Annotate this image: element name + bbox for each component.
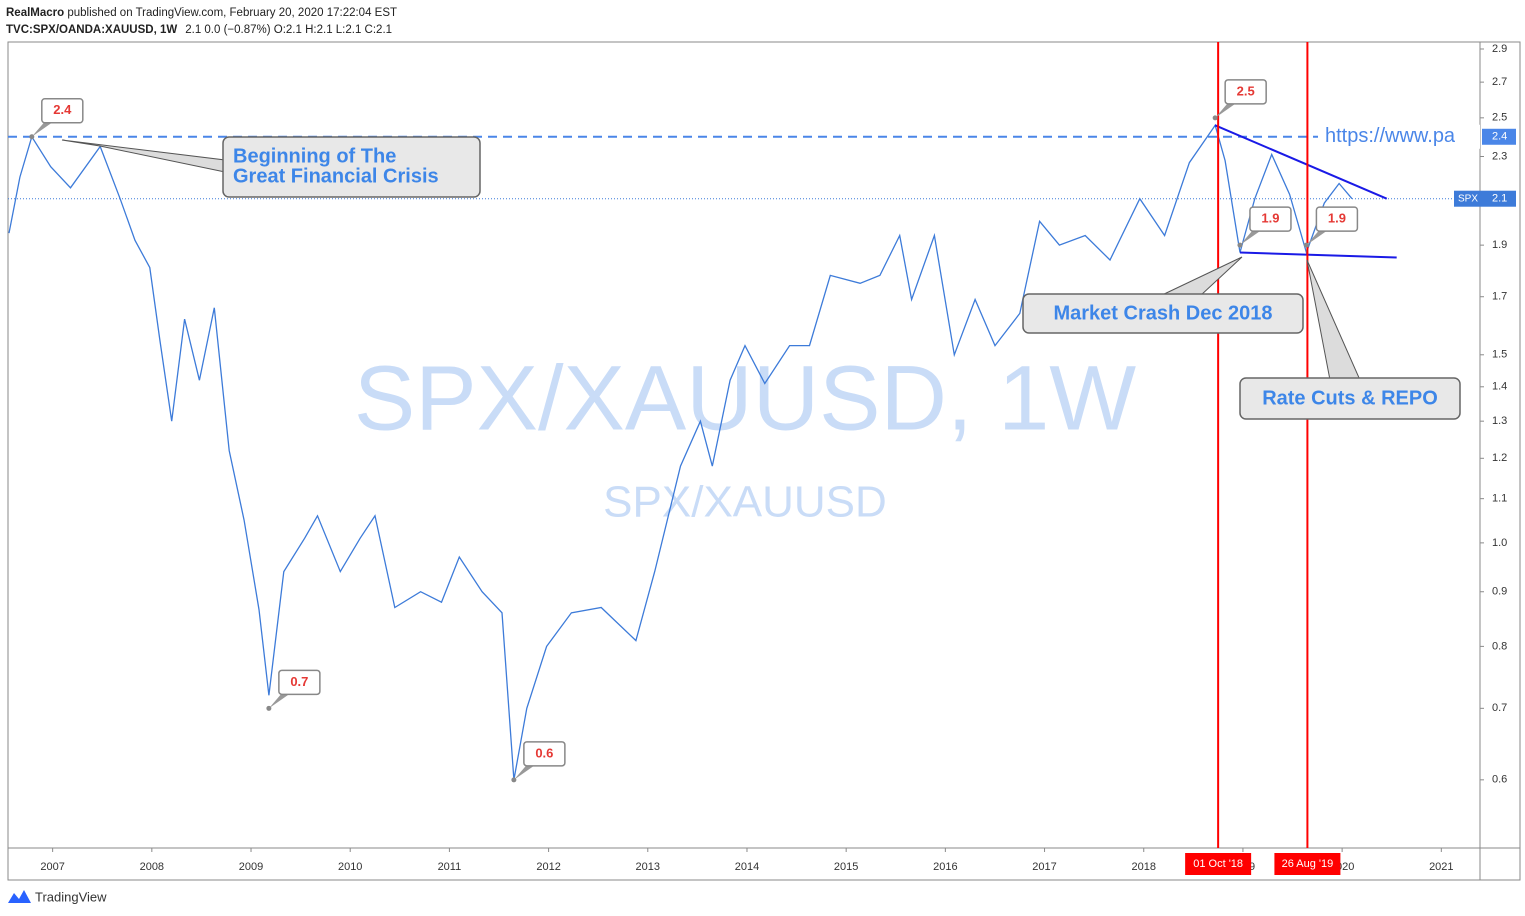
x-tick-label: 2007 [40, 861, 64, 873]
y-tick-label: 2.7 [1492, 76, 1507, 88]
x-tick-label: 2008 [140, 861, 164, 873]
x-tick-label: 2015 [834, 861, 858, 873]
watermark: SPX/XAUUSD, 1W [354, 347, 1136, 449]
price-callout [1315, 206, 1359, 232]
price-callout-pointer [1306, 231, 1327, 246]
y-tick-label: 1.0 [1492, 537, 1507, 549]
callout-box [222, 136, 481, 198]
trend-line [1239, 251, 1397, 259]
callout-text: Rate Cuts & REPO [1262, 387, 1438, 409]
brand-name: TradingView [35, 889, 107, 904]
x-tick-label: 2017 [1032, 861, 1056, 873]
level-axis-label: 2.4 [1492, 131, 1507, 143]
cuts-callout: Rate Cuts & REPO [1239, 259, 1461, 420]
price-callout [1249, 206, 1292, 232]
author: RealMacro [6, 7, 64, 19]
price-callout-text: 0.7 [290, 674, 308, 689]
x-tick-label: 2012 [536, 861, 560, 873]
x-tick-label: 2013 [636, 861, 660, 873]
price-callout-text: 0.6 [535, 745, 553, 760]
price-callout-pointer [1215, 103, 1236, 118]
price-callout [278, 669, 321, 696]
level-axis-bg [1482, 128, 1516, 145]
crisis-callout: Beginning of The Great Financial Crisis [61, 136, 481, 198]
price-callout-text: 1.9 [1261, 211, 1279, 226]
x-tick-label: 2011 [438, 861, 462, 873]
y-tick-label: 0.8 [1492, 640, 1507, 652]
symbol-line: TVC:SPX/OANDA:XAUUSD, 1W 2.1 0.0 (−0.87%)… [6, 24, 392, 36]
y-tick-label: 0.6 [1492, 774, 1507, 786]
price-line [8, 123, 1353, 780]
trend-line [1214, 124, 1388, 200]
price-callout-text: 2.5 [1237, 83, 1255, 98]
x-tick-label: 2016 [933, 861, 957, 873]
event-label-bg [1274, 853, 1341, 875]
x-tick-label: 2009 [239, 861, 263, 873]
series-name: SPX [1458, 193, 1478, 204]
price-callout [523, 741, 566, 767]
y-tick-label: 1.3 [1492, 415, 1507, 427]
callout-box [1239, 377, 1461, 420]
price-callout [41, 98, 84, 124]
price-callout-pointer [31, 122, 52, 137]
price-callout [1224, 79, 1267, 105]
last-price-bg [1454, 190, 1516, 207]
quote: 2.1 0.0 (−0.87%) O:2.1 H:2.1 L:2.1 C:2.1 [185, 24, 392, 36]
y-tick-label: 0.9 [1492, 586, 1507, 598]
brand-logo [8, 890, 31, 903]
event-label: 01 Oct '18 [1193, 858, 1243, 870]
y-tick-label: 1.9 [1492, 239, 1507, 251]
y-tick-label: 1.2 [1492, 452, 1507, 464]
x-tick-label: 2010 [338, 861, 362, 873]
frame [7, 41, 1521, 881]
price-callout-pointer [513, 765, 534, 780]
crash-callout: Market Crash Dec 2018 [1022, 256, 1304, 334]
price-callout-text: 2.4 [53, 102, 72, 117]
brand: TradingView [8, 889, 107, 904]
event-label-bg [1185, 853, 1252, 875]
callout-box [1022, 293, 1304, 334]
x-tick-label: 2021 [1429, 861, 1453, 873]
price-callout-pointer [268, 694, 289, 709]
symbol: TVC:SPX/OANDA:XAUUSD, 1W [6, 24, 177, 36]
y-tick-label: 2.5 [1492, 112, 1507, 124]
y-tick-label: 2.3 [1492, 150, 1507, 162]
price-callout-text: 1.9 [1328, 211, 1346, 226]
y-tick-label: 1.7 [1492, 291, 1507, 303]
event-label: 26 Aug '19 [1282, 858, 1334, 870]
y-tick-label: 2.9 [1492, 43, 1507, 55]
published: published on TradingView.com, February 2… [64, 7, 397, 19]
callout-text: Market Crash Dec 2018 [1053, 302, 1272, 324]
level-note-bg [1318, 124, 1480, 149]
y-tick-label: 0.7 [1492, 702, 1507, 714]
header-line: RealMacro published on TradingView.com, … [6, 7, 397, 19]
last-price-label: 2.1 [1492, 193, 1507, 205]
y-tick-label: 1.1 [1492, 493, 1507, 505]
y-tick-label: 1.4 [1492, 381, 1507, 393]
plot-layer: https://www.pa 2.9 2.7 2.5 2.3 1.9 1.7 1.5 1.4 1.… [8, 42, 1516, 875]
price-callout-pointer [1239, 231, 1260, 246]
callout-text: Beginning of The [233, 145, 396, 167]
y-tick-label: 1.5 [1492, 349, 1507, 361]
x-tick-label: 2018 [1131, 861, 1155, 873]
level-note: https://www.pa [1325, 125, 1456, 147]
x-tick-label: 2014 [735, 861, 759, 873]
watermark-sub: SPX/XAUUSD [603, 478, 887, 527]
callout-text: Great Financial Crisis [233, 165, 439, 187]
